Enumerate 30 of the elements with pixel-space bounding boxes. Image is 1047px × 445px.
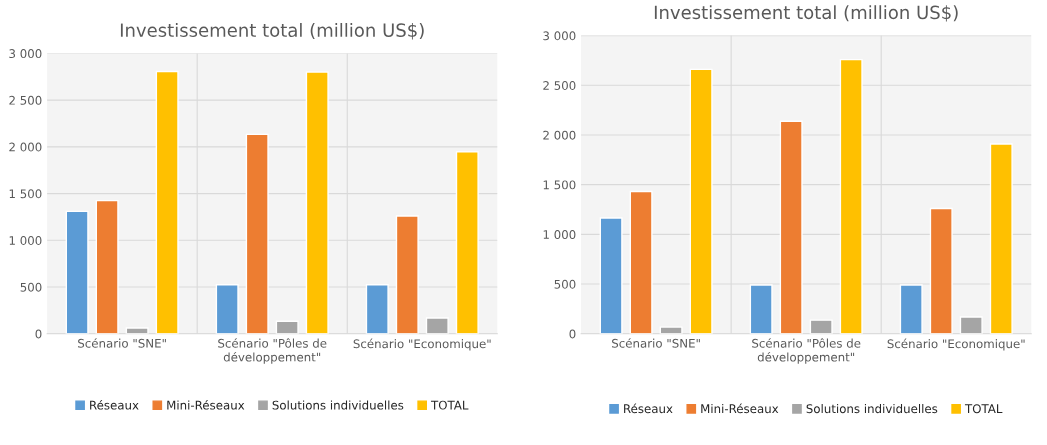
x-tick-label: Scénario "Economique" — [887, 338, 1025, 351]
x-tick-label: Scénario "Pôles de développement" — [752, 338, 861, 364]
legend-label: Solutions individuelles — [272, 400, 404, 410]
y-tick-label: 1 000 — [543, 230, 576, 240]
y-tick-label: 2 000 — [9, 142, 42, 152]
legend-label: Réseaux — [624, 403, 673, 414]
y-tick-label: 2 500 — [9, 95, 42, 105]
y-tick-label: 500 — [554, 279, 576, 289]
y-tick-label: 2 500 — [543, 81, 576, 90]
y-tick-label: 0 — [569, 329, 576, 339]
y-tick-label: 1 500 — [543, 180, 576, 190]
legend-label: Solutions individuelles — [806, 404, 938, 414]
y-tick-label: 3 000 — [543, 31, 576, 41]
chart-title: Investissement total (million US$) — [120, 23, 424, 40]
x-tick-label: Scénario "Pôles de développement" — [218, 338, 327, 364]
legend-label: Mini-Réseaux — [701, 403, 779, 414]
x-tick-label: Scénario "SNE" — [612, 338, 700, 348]
legend-label: Réseaux — [90, 399, 139, 410]
x-tick-label: Scénario "SNE" — [78, 338, 166, 348]
y-tick-label: 2 000 — [543, 130, 576, 140]
y-tick-label: 1 500 — [9, 189, 42, 199]
chart-title: Investissement total (million US$) — [654, 5, 958, 22]
y-tick-label: 500 — [20, 282, 42, 292]
y-tick-label: 3 000 — [9, 49, 42, 59]
x-tick-label: Scénario "Economique" — [353, 338, 491, 351]
legend-label: Mini-Réseaux — [167, 399, 245, 410]
y-tick-label: 1 000 — [9, 236, 42, 245]
legend-label: TOTAL — [430, 400, 469, 410]
y-tick-label: 0 — [35, 329, 42, 339]
legend-label: TOTAL — [964, 404, 1003, 414]
